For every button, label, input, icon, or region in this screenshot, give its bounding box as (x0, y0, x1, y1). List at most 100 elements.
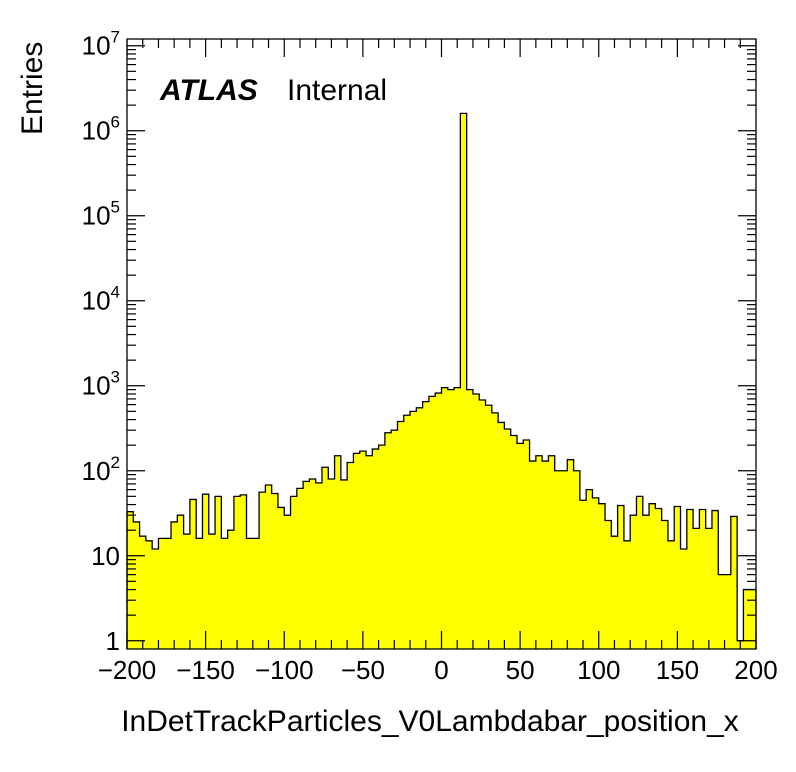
histogram-bar (642, 515, 650, 649)
histogram-bar (510, 435, 518, 649)
histogram-bar (340, 479, 348, 649)
x-tick-label: 0 (434, 655, 448, 685)
axis-ticks (126, 39, 757, 649)
histogram-bar (705, 528, 713, 649)
histogram-bar (152, 549, 159, 649)
y-tick-label: 1 (106, 626, 120, 656)
histogram-bar (315, 482, 323, 649)
histogram-bar (636, 496, 644, 649)
histogram-bar (164, 538, 172, 649)
x-tick-labels: −200 −150 −100 −50 0 50 100 150 200 (98, 655, 778, 685)
histogram-bar (699, 509, 707, 649)
internal-label: Internal (287, 74, 387, 107)
histogram-bar (347, 462, 354, 649)
histogram-bar (158, 538, 166, 649)
histogram-bar (573, 470, 581, 649)
histogram-bar (523, 440, 530, 649)
histogram-bar (485, 405, 493, 649)
histogram-bar (686, 509, 694, 649)
histogram-bar (139, 536, 147, 649)
histogram-bar (233, 496, 241, 649)
y-tick-label: 103 (82, 368, 120, 401)
histogram-bar (498, 422, 505, 649)
histogram-bar (428, 396, 436, 649)
histogram-bar (215, 496, 222, 649)
histogram-outline (126, 112, 757, 649)
x-tick-label: −50 (341, 655, 385, 685)
histogram-bars (126, 112, 757, 649)
histogram-bar (208, 534, 216, 649)
histogram-bar (718, 574, 725, 649)
histogram-bar (454, 387, 461, 649)
histogram-bar (548, 455, 556, 649)
histogram-bar (586, 489, 593, 649)
histogram-bar (598, 503, 606, 649)
histogram-bar (171, 521, 178, 649)
histogram-bar (321, 467, 329, 649)
histogram-bar (674, 506, 681, 649)
histogram-bar (202, 494, 210, 649)
x-tick-label: 200 (734, 655, 777, 685)
histogram-bar (252, 538, 260, 649)
histogram-bar (667, 540, 675, 649)
y-tick-label: 106 (82, 113, 120, 146)
x-tick-label: 150 (656, 655, 699, 685)
x-tick-label: −100 (255, 655, 314, 685)
histogram-bar (661, 520, 669, 649)
histogram-bar (554, 470, 562, 649)
histogram-bar (372, 449, 379, 649)
histogram-bar (447, 389, 455, 649)
histogram-bar (391, 430, 398, 649)
x-axis-title: InDetTrackParticles_V0Lambdabar_position… (121, 705, 739, 738)
histogram-bar (504, 428, 512, 649)
histogram-bar (435, 393, 442, 649)
histogram-bar (378, 445, 386, 649)
histogram-bar (334, 455, 342, 649)
histogram-bar (630, 515, 637, 649)
histogram-bar (711, 510, 719, 649)
atlas-label: ATLAS (159, 74, 258, 107)
histogram-bar (724, 574, 732, 649)
x-tick-label: −200 (98, 655, 157, 685)
histogram-bar (535, 455, 543, 649)
histogram-bar (284, 515, 291, 649)
histogram-bar (403, 415, 411, 649)
histogram-bar (730, 516, 738, 649)
histogram-bar (749, 589, 757, 649)
histogram-bar (221, 538, 229, 649)
histogram-bar (290, 496, 298, 649)
histogram-bar (529, 461, 537, 649)
histogram-bar (359, 451, 367, 649)
histogram-bar (579, 500, 587, 649)
histogram-bar (611, 536, 619, 649)
histogram-bar (410, 411, 417, 649)
histogram-bar (271, 493, 279, 649)
histogram-bar (561, 470, 568, 649)
y-tick-label: 104 (82, 283, 120, 316)
histogram-bar (516, 443, 524, 649)
y-tick-label: 105 (82, 198, 120, 231)
histogram-bar (246, 538, 254, 649)
histogram-bar (127, 511, 134, 649)
histogram-bar (309, 478, 317, 649)
histogram-bar (693, 528, 700, 649)
histogram-bar (296, 488, 304, 649)
histogram-bar (466, 389, 474, 649)
histogram-bar (177, 515, 185, 649)
histogram-bar (328, 478, 335, 649)
x-tick-label: 50 (506, 655, 535, 685)
histogram-bar (240, 494, 247, 649)
histogram-bar (397, 421, 405, 649)
histogram-bar (441, 387, 449, 649)
y-tick-label: 10 (91, 541, 120, 571)
histogram-bar (680, 549, 688, 649)
histogram-bar (605, 520, 612, 649)
histogram-bar (145, 540, 153, 649)
histogram-bar (655, 508, 663, 649)
histogram-bar (422, 401, 430, 649)
y-axis-title: Entries (16, 42, 49, 135)
histogram-bar (743, 589, 751, 649)
histogram-bar (227, 530, 235, 649)
x-tick-label: 100 (577, 655, 620, 685)
